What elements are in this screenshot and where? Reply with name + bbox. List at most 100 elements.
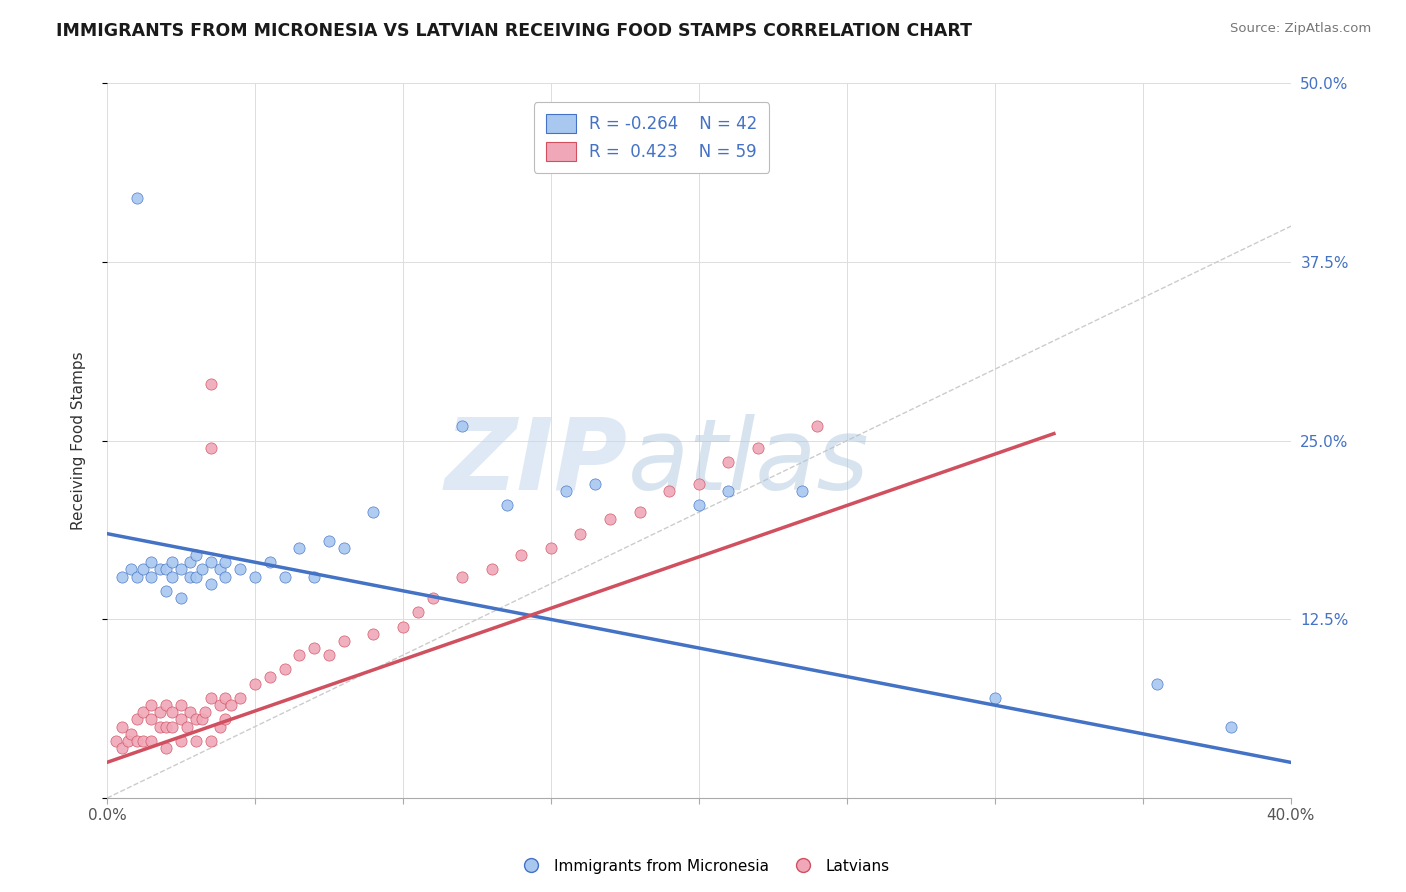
Point <box>149 562 172 576</box>
Point <box>149 720 172 734</box>
Point <box>363 505 385 519</box>
Y-axis label: Receiving Food Stamps: Receiving Food Stamps <box>72 351 86 530</box>
Point <box>363 626 385 640</box>
Point <box>658 483 681 498</box>
Point <box>540 541 562 555</box>
Point <box>179 569 201 583</box>
Point <box>688 498 710 512</box>
Point <box>200 555 222 569</box>
Point <box>406 605 429 619</box>
Point <box>302 640 325 655</box>
Point <box>160 555 183 569</box>
Point <box>131 706 153 720</box>
Point <box>179 706 201 720</box>
Point <box>599 512 621 526</box>
Point <box>160 706 183 720</box>
Point <box>208 720 231 734</box>
Point <box>628 505 651 519</box>
Point <box>1146 677 1168 691</box>
Point <box>717 483 740 498</box>
Point <box>184 713 207 727</box>
Point <box>200 576 222 591</box>
Point <box>190 713 212 727</box>
Point <box>160 569 183 583</box>
Point <box>451 419 474 434</box>
Point <box>481 562 503 576</box>
Point <box>259 669 281 683</box>
Point <box>243 677 266 691</box>
Point <box>392 619 415 633</box>
Point <box>125 191 148 205</box>
Point <box>214 713 236 727</box>
Point <box>160 720 183 734</box>
Point <box>117 734 139 748</box>
Text: ZIP: ZIP <box>444 414 628 511</box>
Point <box>229 691 252 706</box>
Point <box>120 562 142 576</box>
Point <box>155 720 177 734</box>
Point <box>125 569 148 583</box>
Legend: Immigrants from Micronesia, Latvians: Immigrants from Micronesia, Latvians <box>510 853 896 880</box>
Point <box>569 526 592 541</box>
Point <box>208 562 231 576</box>
Point <box>170 713 193 727</box>
Point <box>184 569 207 583</box>
Point <box>141 555 163 569</box>
Point <box>318 648 340 662</box>
Point <box>451 569 474 583</box>
Text: Source: ZipAtlas.com: Source: ZipAtlas.com <box>1230 22 1371 36</box>
Point <box>273 569 295 583</box>
Point <box>179 555 201 569</box>
Point <box>688 476 710 491</box>
Point <box>176 720 198 734</box>
Text: IMMIGRANTS FROM MICRONESIA VS LATVIAN RECEIVING FOOD STAMPS CORRELATION CHART: IMMIGRANTS FROM MICRONESIA VS LATVIAN RE… <box>56 22 972 40</box>
Point <box>104 734 127 748</box>
Point <box>111 741 134 756</box>
Point <box>131 562 153 576</box>
Point <box>333 633 356 648</box>
Point <box>1220 720 1243 734</box>
Point <box>792 483 814 498</box>
Point <box>170 562 193 576</box>
Point <box>111 720 134 734</box>
Point <box>983 691 1005 706</box>
Point <box>120 727 142 741</box>
Point <box>184 734 207 748</box>
Point <box>243 569 266 583</box>
Point <box>422 591 444 605</box>
Point <box>200 691 222 706</box>
Point <box>200 376 222 391</box>
Point <box>190 562 212 576</box>
Point <box>495 498 517 512</box>
Point <box>214 691 236 706</box>
Point <box>554 483 576 498</box>
Point <box>200 441 222 455</box>
Point <box>155 741 177 756</box>
Point <box>131 734 153 748</box>
Point <box>194 706 217 720</box>
Point <box>221 698 243 713</box>
Point <box>149 706 172 720</box>
Point <box>806 419 828 434</box>
Point <box>208 698 231 713</box>
Point <box>318 533 340 548</box>
Point <box>125 734 148 748</box>
Point <box>141 698 163 713</box>
Point <box>214 555 236 569</box>
Point <box>170 591 193 605</box>
Point <box>717 455 740 469</box>
Point <box>170 698 193 713</box>
Point <box>141 569 163 583</box>
Point <box>288 648 311 662</box>
Point <box>170 734 193 748</box>
Text: atlas: atlas <box>628 414 869 511</box>
Point <box>302 569 325 583</box>
Point <box>155 698 177 713</box>
Point <box>200 734 222 748</box>
Point <box>125 713 148 727</box>
Point <box>583 476 606 491</box>
Point <box>184 548 207 562</box>
Point <box>510 548 533 562</box>
Point <box>747 441 769 455</box>
Legend: R = -0.264    N = 42, R =  0.423    N = 59: R = -0.264 N = 42, R = 0.423 N = 59 <box>534 103 769 173</box>
